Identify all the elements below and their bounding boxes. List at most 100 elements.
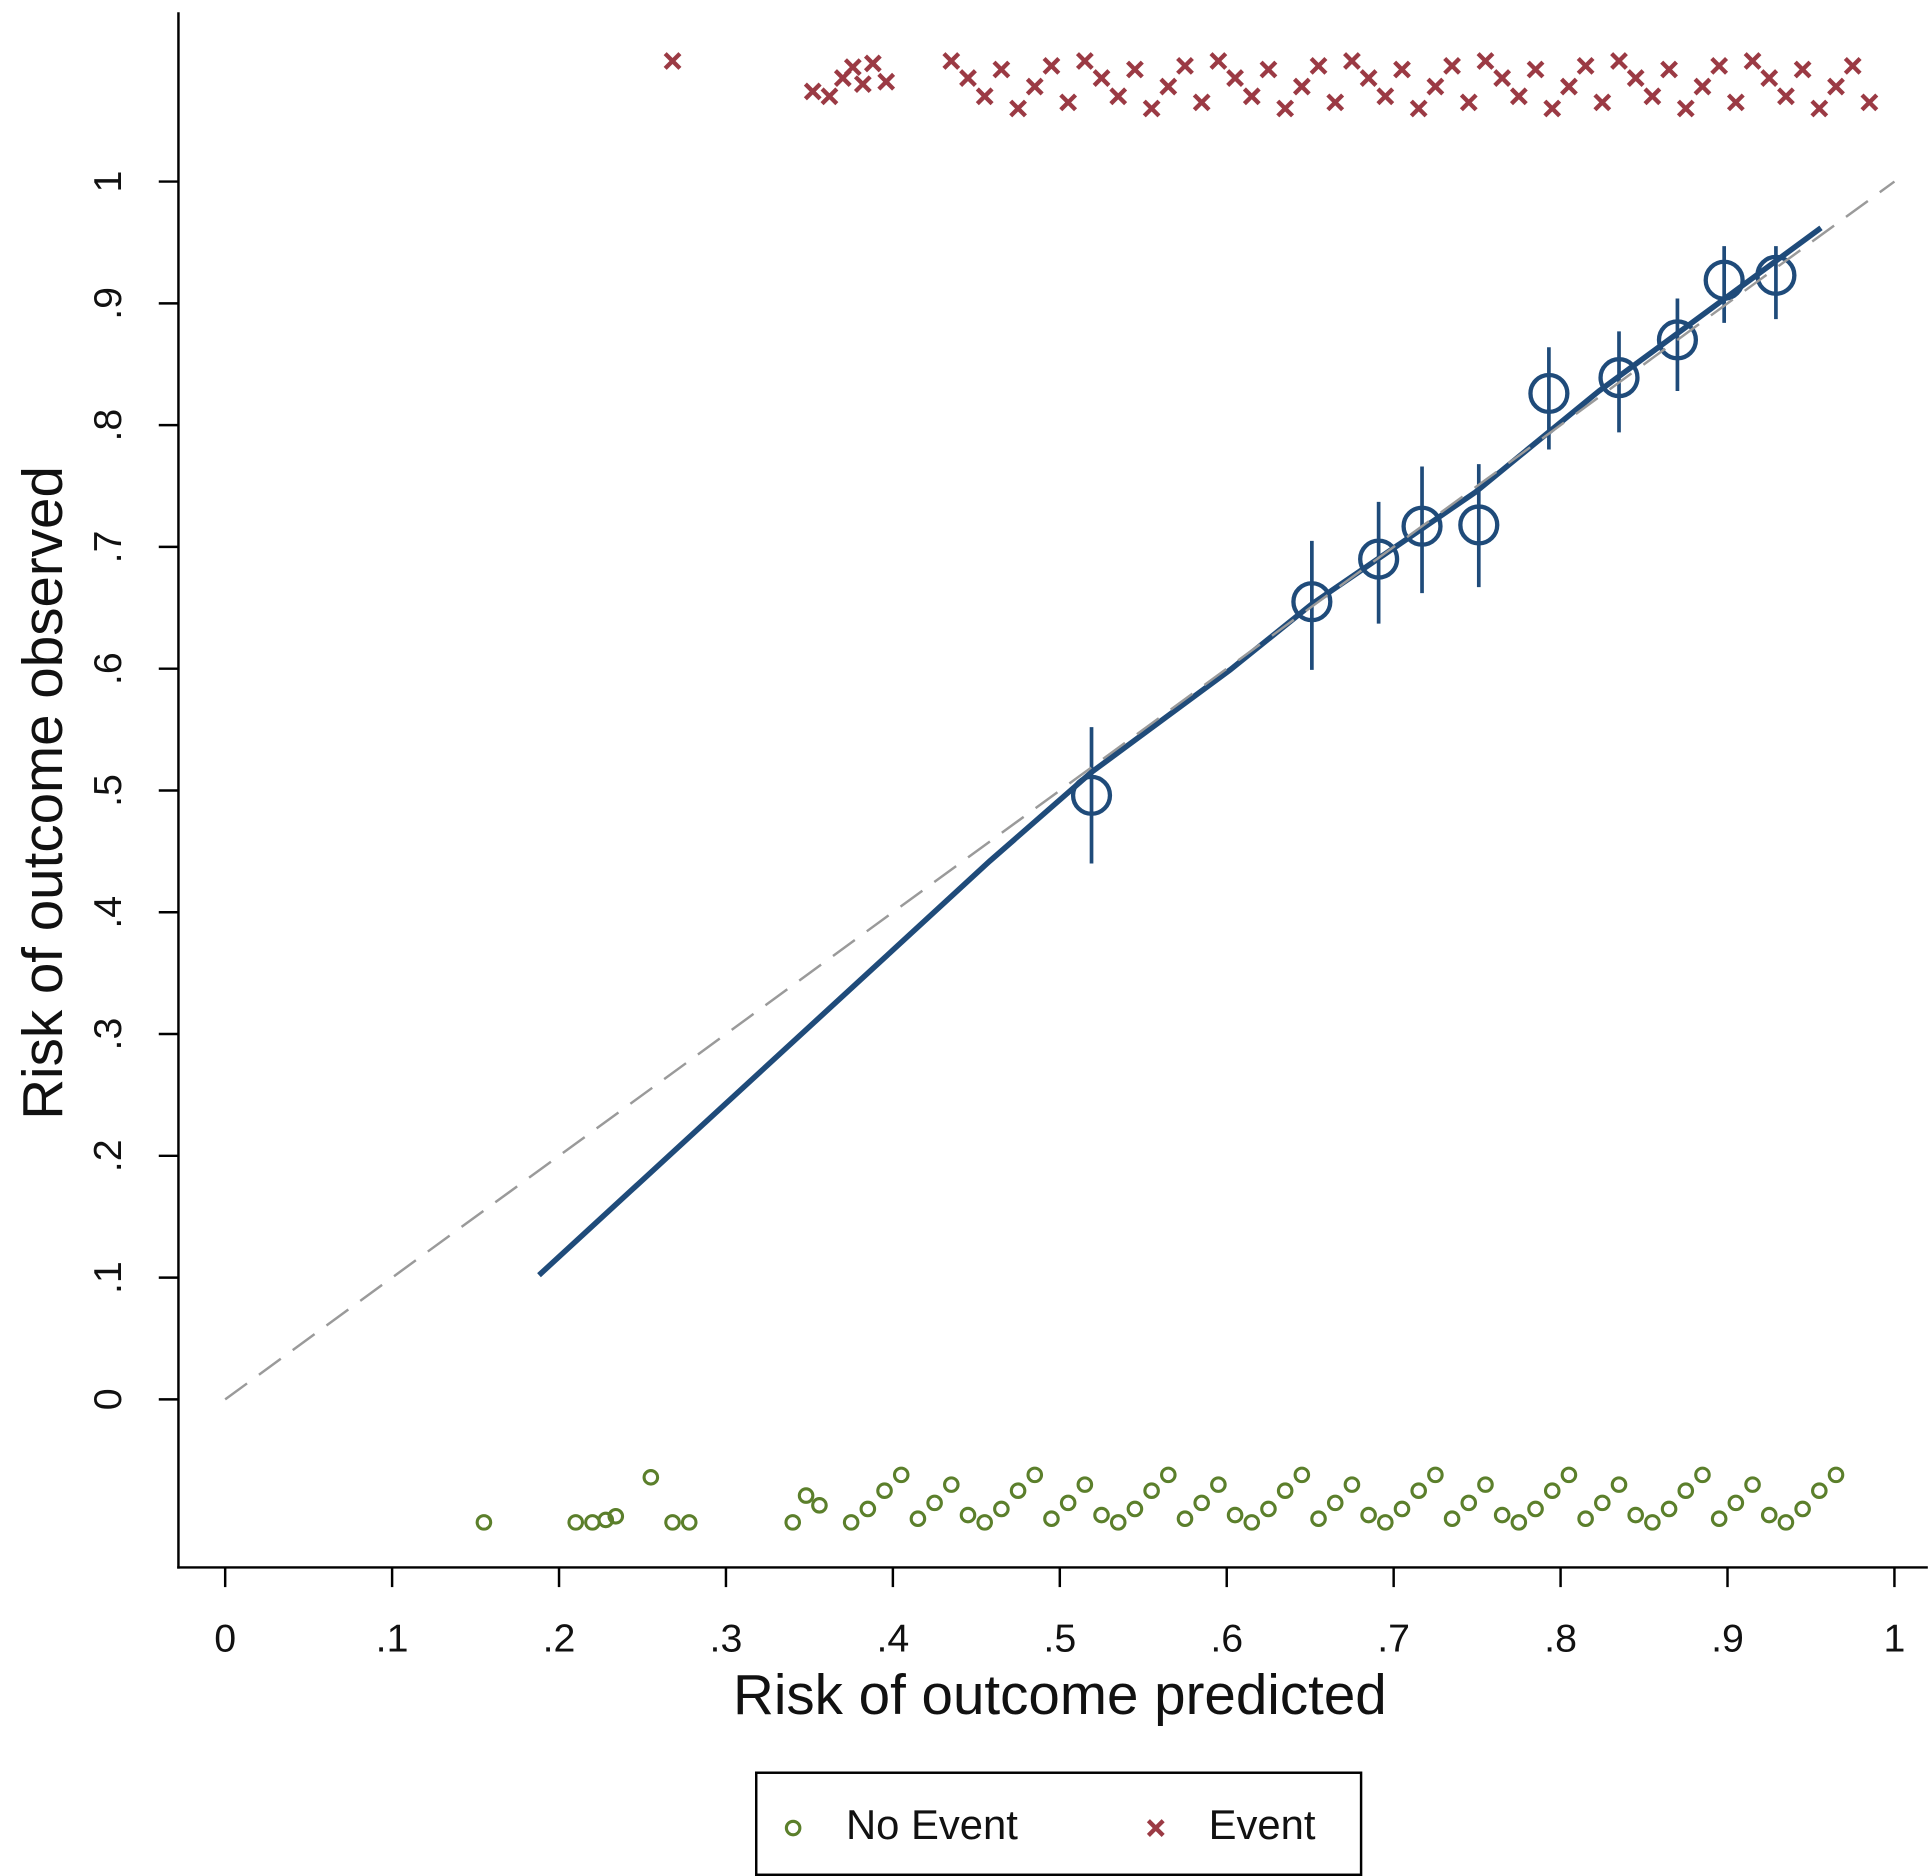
rug-point [1176, 56, 1194, 75]
rug-point [1209, 52, 1228, 70]
rug-point [803, 82, 822, 101]
rug-point [1777, 1514, 1795, 1531]
x-tick-label: .7 [1377, 1617, 1410, 1661]
rug-point [567, 1514, 585, 1531]
rug-point [1443, 56, 1461, 75]
rug-point [959, 69, 977, 87]
y-tick-label: .8 [86, 409, 130, 442]
rug-point [976, 1514, 993, 1531]
rug-point [607, 1507, 625, 1525]
group-point [1528, 372, 1570, 415]
rug-point [1610, 52, 1628, 70]
rug-point [1627, 1506, 1644, 1524]
rug-point [664, 1514, 681, 1531]
y-tick-label: .6 [86, 652, 130, 685]
y-tick-label: .4 [86, 896, 130, 929]
rug-point [1142, 99, 1161, 118]
rug-point [1409, 99, 1428, 118]
x-tick-label: .2 [543, 1617, 576, 1661]
rug-point [1693, 77, 1712, 96]
group-point [1656, 319, 1699, 361]
x-axis-title: Risk of outcome predicted [733, 1663, 1387, 1726]
rug-point [1560, 1466, 1578, 1484]
rug-point [475, 1514, 493, 1531]
rug-point [909, 1510, 927, 1528]
y-tick-label: .1 [86, 1261, 130, 1294]
rug-point [1827, 1466, 1845, 1484]
rug-point [1059, 93, 1078, 112]
x-tick-label: .8 [1544, 1617, 1577, 1661]
rug-point [1644, 1514, 1661, 1531]
rug-point [1860, 93, 1879, 112]
rug-point [926, 1494, 943, 1512]
rug-point [1543, 99, 1562, 118]
rug-point [1694, 1466, 1711, 1484]
rug-point [1377, 1514, 1394, 1531]
rug-point [1276, 99, 1295, 118]
y-tick-label: 0 [86, 1388, 130, 1410]
rug-point [1527, 1500, 1544, 1518]
rug-point [1043, 1510, 1060, 1528]
rug-point [1243, 1514, 1261, 1531]
rug-point [1760, 1506, 1778, 1524]
smoothed-line [537, 225, 1823, 1278]
rug-point [1410, 1482, 1427, 1500]
rug-point [1326, 1494, 1344, 1512]
rug-point [1226, 69, 1244, 87]
rug-point [1543, 1482, 1561, 1500]
rug-point [1710, 1510, 1728, 1528]
rug-point [1293, 1466, 1311, 1484]
rug-point [859, 1500, 877, 1518]
rug-point [1359, 69, 1378, 87]
rug-point [1560, 77, 1578, 96]
y-tick-label: .3 [86, 1018, 130, 1051]
rug-point [1459, 93, 1478, 112]
rug-point [942, 52, 961, 70]
rug-point [1660, 60, 1678, 79]
rug-point [1593, 93, 1612, 112]
rug-point [663, 52, 682, 70]
rug-point [863, 54, 882, 73]
rug-point [1726, 93, 1745, 112]
rug-point [1042, 56, 1061, 75]
rug-point [597, 1511, 615, 1529]
rug-point [1393, 60, 1411, 79]
rug-point [1309, 56, 1328, 75]
rug-point [1059, 1494, 1077, 1512]
rug-point [959, 1506, 977, 1524]
group-point [1070, 774, 1113, 816]
x-tick-label: .4 [876, 1617, 909, 1661]
legend-label: No Event [846, 1801, 1018, 1848]
rug-point [1643, 87, 1662, 106]
rug-point [1009, 99, 1027, 118]
y-tick-label: 1 [86, 171, 130, 193]
rug-point [1075, 52, 1094, 70]
rug-point [1760, 69, 1779, 87]
rug-point [1510, 1514, 1528, 1531]
legend-box [755, 1771, 1363, 1876]
rug-point [1360, 1506, 1377, 1524]
rug-point [1109, 1514, 1127, 1531]
rug-point [1777, 87, 1795, 106]
rug-point [1477, 1476, 1494, 1493]
group-point [1401, 505, 1443, 547]
rug-point [1843, 56, 1862, 75]
rug-point [1727, 1494, 1745, 1512]
rug-point [1160, 1466, 1177, 1484]
rug-point [853, 75, 872, 94]
rug-point [1676, 99, 1695, 118]
rug-point [1093, 1506, 1110, 1524]
rug-point [1744, 1476, 1761, 1493]
rug-point [1427, 1466, 1444, 1484]
rug-point [1310, 1510, 1327, 1528]
rug-point [843, 58, 862, 76]
rug-point [975, 87, 994, 106]
rug-point [1810, 99, 1829, 118]
rug-point [1443, 1510, 1461, 1528]
rug-point [1009, 1482, 1027, 1500]
rug-point [1509, 87, 1528, 106]
y-axis-title: Risk of outcome observed [11, 466, 74, 1120]
rug-point [1192, 93, 1211, 112]
rug-point [1493, 1506, 1511, 1524]
rug-point [1292, 77, 1311, 96]
